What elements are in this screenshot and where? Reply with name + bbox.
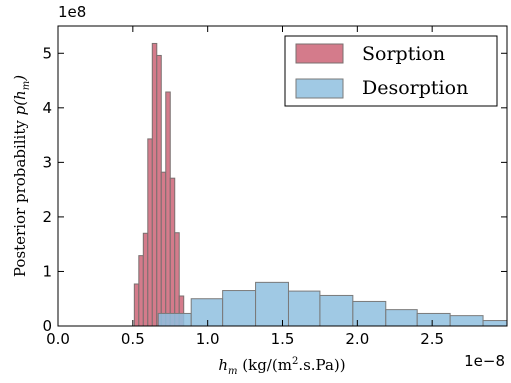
legend-swatch-desorption <box>295 78 344 99</box>
x-tick-label-3: 1.5 <box>271 330 295 348</box>
x-offset-label: 1e−8 <box>464 352 505 370</box>
desorption-bar-3 <box>255 281 289 327</box>
sorption-bar-3 <box>147 138 153 327</box>
x-tick-label-4: 2.0 <box>345 330 369 348</box>
y-axis-label: Posterior probability p(hm) <box>11 75 32 277</box>
y-tick-label-0: 0 <box>42 317 52 335</box>
desorption-bar-1 <box>190 298 224 327</box>
y-tick-label-2: 2 <box>42 208 52 226</box>
sorption-bar-7 <box>165 91 171 327</box>
sorption-bar-9 <box>174 232 180 327</box>
x-axis: 0.0 0.5 1.0 1.5 2.0 2.5 <box>46 26 444 348</box>
sorption-bar-8 <box>169 177 176 327</box>
desorption-bar-0 <box>157 312 192 327</box>
x-tick-label-0: 0.0 <box>46 330 70 348</box>
x-tick-label-2: 1.0 <box>196 330 220 348</box>
desorption-bars <box>157 281 508 327</box>
desorption-bar-5 <box>319 294 354 327</box>
sorption-bars <box>133 42 185 327</box>
y-axis: 0 1 2 3 4 5 <box>42 44 507 335</box>
desorption-bar-2 <box>222 290 257 327</box>
x-tick-label-5: 2.5 <box>420 330 444 348</box>
desorption-bar-10 <box>482 320 508 327</box>
desorption-bar-8 <box>416 312 451 327</box>
legend-label-sorption: Sorption <box>362 43 445 65</box>
legend-swatch-sorption <box>295 43 344 64</box>
desorption-bar-9 <box>449 315 484 327</box>
sorption-bar-2 <box>142 232 149 327</box>
y-tick-label-5: 5 <box>42 44 52 62</box>
sorption-bar-5 <box>156 54 162 327</box>
sorption-bar-1 <box>138 255 144 327</box>
x-axis-label: hm (kg/(m2.s.Pa)) <box>218 356 345 377</box>
sorption-bar-0 <box>133 283 140 327</box>
sorption-bar-4 <box>151 42 158 327</box>
y-tick-label-4: 4 <box>42 99 52 117</box>
sorption-bar-6 <box>160 171 167 327</box>
legend: Sorption Desorption <box>284 35 498 107</box>
x-tick-label-1: 0.5 <box>121 330 145 348</box>
desorption-bar-4 <box>287 290 321 327</box>
desorption-bar-7 <box>385 309 418 327</box>
y-tick-label-3: 3 <box>42 153 52 171</box>
y-tick-label-1: 1 <box>42 262 52 280</box>
y-offset-label: 1e8 <box>58 3 86 21</box>
legend-label-desorption: Desorption <box>362 77 468 99</box>
